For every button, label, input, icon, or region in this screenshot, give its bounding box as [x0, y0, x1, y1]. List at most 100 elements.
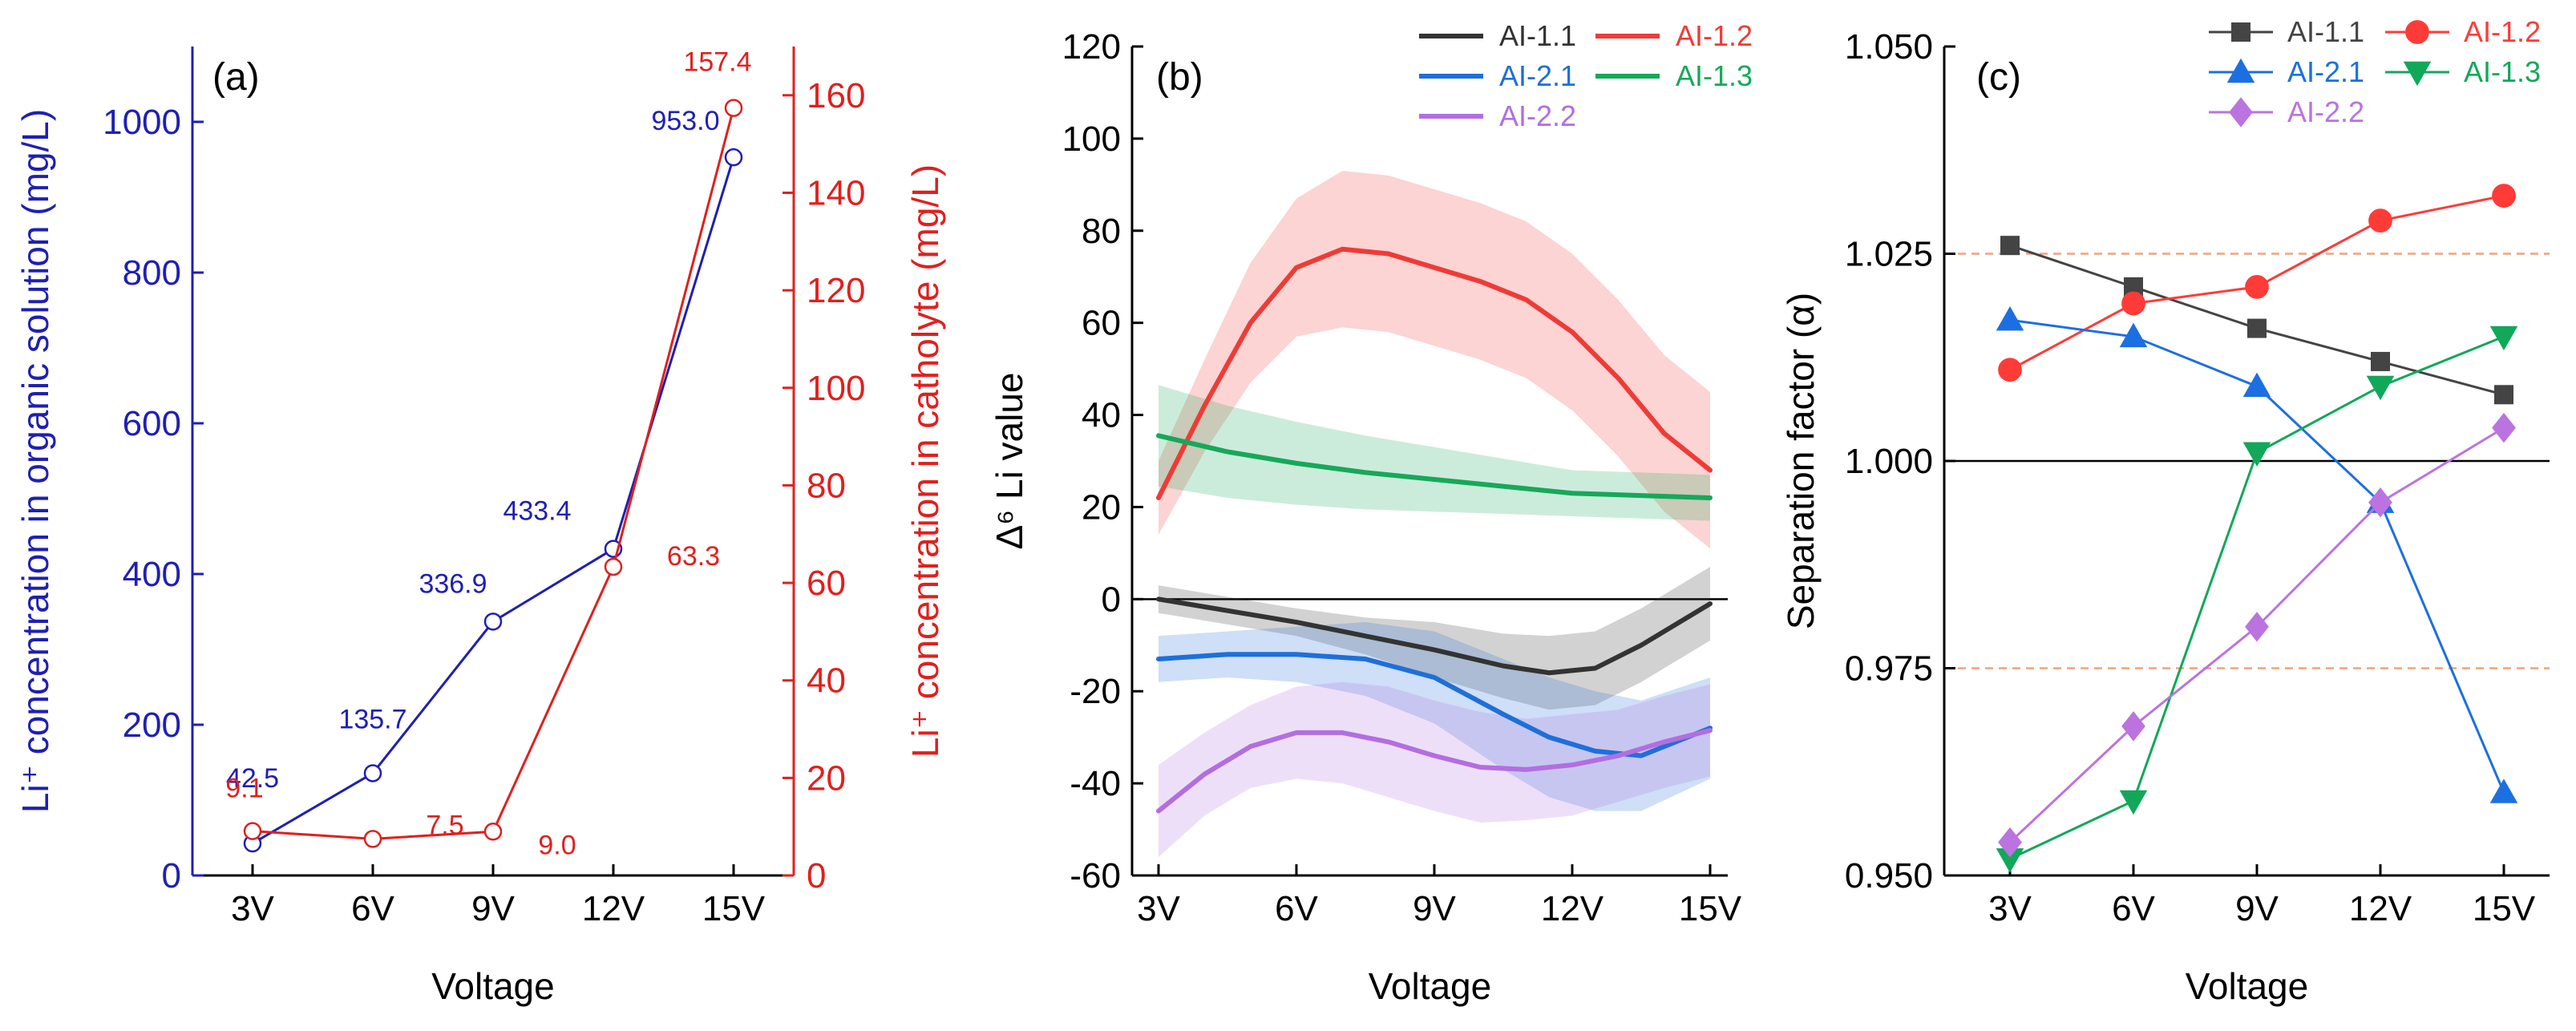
left-tick-label: 800: [123, 253, 181, 293]
legend-label: AI-2.1: [1499, 59, 1576, 92]
x-tick-label: 6V: [2112, 889, 2155, 928]
series-line-AI-1.3: [1156, 433, 1713, 500]
data-point: [483, 823, 503, 841]
data-point: [724, 148, 743, 167]
panel-b: -60 -40 -20 0 20 40 60 80 100 120 3V 6V 9V 12V 15V Volt…: [989, 19, 1753, 1007]
y-tick-label: -20: [1070, 672, 1121, 711]
right-tick-label: 140: [807, 173, 865, 212]
x-tick-label: 15V: [1679, 889, 1742, 928]
right-tick-label: 160: [807, 76, 865, 115]
right-tick-label: 100: [807, 369, 865, 408]
panel-a: 0 200 400 600 800 1000 0 20 40 60 80 100 120 140 160 3V…: [14, 46, 946, 1007]
data-point-AI-2.2: [2492, 412, 2516, 443]
data-point-AI-1.3: [2242, 442, 2271, 467]
legend-label: AI-1.3: [2464, 55, 2541, 88]
y-tick-label: 0: [1102, 580, 1121, 619]
data-point: [243, 822, 262, 840]
panel-label: (b): [1156, 56, 1203, 99]
x-tick-label: 15V: [702, 889, 766, 928]
confidence-band-AI-2.2: [1159, 681, 1710, 858]
y-tick-label: 120: [1062, 27, 1121, 67]
data-point-AI-2.1: [2242, 372, 2271, 398]
y-tick-label: 40: [1082, 396, 1121, 435]
data-point-AI-2.2: [2121, 711, 2145, 742]
left-tick-label: 200: [123, 706, 181, 745]
legend-label: AI-2.2: [2287, 95, 2364, 128]
right-tick-label: 80: [807, 466, 846, 505]
data-point-AI-1.2: [2245, 274, 2269, 299]
y-axis-label: Δ⁶ Li value: [989, 373, 1030, 550]
left-tick-label: 400: [123, 555, 181, 594]
series-line-AI-2.2: [1156, 728, 1713, 814]
data-point-AI-1.3: [2366, 375, 2395, 401]
x-tick-label: 3V: [1988, 889, 2032, 928]
confidence-band-AI-1.3: [1159, 385, 1710, 521]
left-tick-label: 0: [162, 856, 181, 896]
x-tick-label: 3V: [231, 889, 274, 928]
data-point-AI-1.1: [2494, 385, 2513, 405]
data-point-AI-1.1: [2000, 236, 2020, 256]
data-label: 433.4: [503, 496, 571, 527]
legend-label: AI-1.2: [2464, 15, 2541, 48]
data-label: 9.0: [538, 830, 576, 860]
data-point-AI-2.1: [2119, 322, 2148, 348]
series-line-catholyte: [252, 107, 735, 840]
y-tick-label: 1.000: [1845, 442, 1933, 481]
y-tick-label: 0.950: [1845, 856, 1933, 896]
data-label: 63.3: [667, 541, 720, 572]
x-axis-label: Voltage: [2186, 965, 2308, 1007]
x-tick-label: 6V: [351, 889, 394, 928]
panel-c: 0.950 0.975 1.000 1.025 1.050 3V 6V 9V 12V 15V Vol…: [1780, 15, 2550, 1007]
x-tick-label: 12V: [1541, 889, 1604, 928]
y-tick-label: 1.050: [1845, 27, 1933, 67]
data-label: 135.7: [338, 704, 406, 734]
legend-marker: [2403, 61, 2432, 87]
legend-label: AI-1.1: [2287, 15, 2364, 48]
right-tick-label: 0: [807, 856, 826, 896]
data-point-AI-2.1: [1996, 305, 2024, 331]
data-point: [724, 99, 743, 117]
data-point: [363, 764, 382, 782]
legend-marker: [2231, 22, 2250, 42]
data-label: 7.5: [426, 810, 463, 840]
data-point-AI-1.2: [2121, 291, 2145, 316]
x-tick-label: 15V: [2473, 889, 2536, 928]
data-point: [483, 613, 503, 631]
panel-label: (c): [1976, 56, 2021, 99]
right-tick-label: 40: [807, 661, 846, 701]
left-axis-label: Li⁺ concentration in organic solution (m…: [14, 109, 56, 813]
data-label: 336.9: [419, 568, 487, 599]
data-label: 42.5: [226, 763, 279, 794]
right-tick-label: 20: [807, 758, 846, 798]
legend-label: AI-1.3: [1676, 59, 1753, 92]
left-tick-label: 600: [123, 404, 181, 443]
x-axis-label: Voltage: [431, 965, 554, 1007]
x-tick-label: 3V: [1137, 889, 1180, 928]
x-tick-label: 9V: [2235, 889, 2279, 928]
x-tick-label: 6V: [1275, 889, 1318, 928]
right-tick-label: 60: [807, 564, 846, 603]
y-tick-label: 80: [1082, 212, 1121, 251]
data-label: 9.1: [225, 774, 263, 804]
series-line-AI-1.1: [1156, 596, 1713, 676]
data-point: [604, 557, 623, 576]
x-tick-label: 9V: [471, 889, 515, 928]
confidence-band-AI-1.1: [1159, 567, 1710, 710]
legend-label: AI-2.1: [2287, 55, 2364, 88]
legend-label: AI-1.2: [1676, 19, 1753, 52]
y-tick-label: 0.975: [1845, 649, 1933, 689]
y-tick-label: 60: [1082, 304, 1121, 343]
data-point-AI-1.3: [1996, 848, 2024, 873]
legend-marker: [2405, 20, 2429, 44]
y-tick-label: 20: [1082, 487, 1121, 527]
data-label: 157.4: [683, 47, 751, 78]
left-tick-label: 1000: [103, 103, 181, 142]
y-tick-label: 100: [1062, 119, 1121, 159]
series-line-AI-1.2: [1156, 246, 1713, 500]
data-point-AI-1.2: [2492, 184, 2516, 208]
series-line-AI-1.3: [2009, 335, 2505, 860]
series-line-organic: [252, 156, 735, 845]
y-tick-label: -40: [1070, 764, 1121, 803]
x-tick-label: 12V: [2349, 889, 2412, 928]
